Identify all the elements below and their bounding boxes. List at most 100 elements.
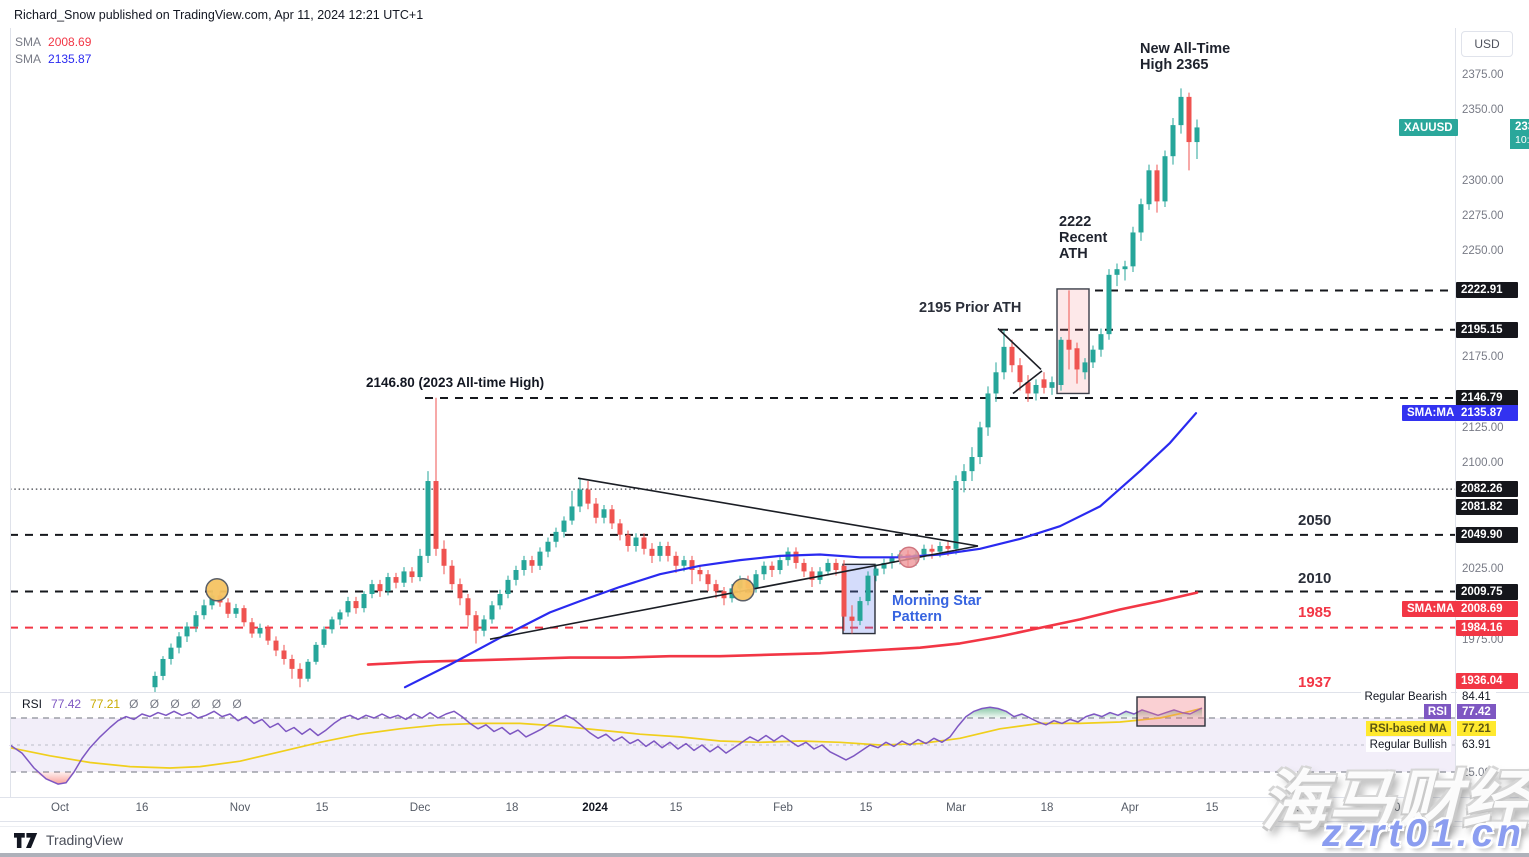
candle-body (505, 579, 511, 595)
candle-body (873, 568, 879, 576)
rsi-indicator-name: RSI (22, 697, 43, 711)
price-badge-black: 2222.91 (1456, 282, 1518, 299)
candle-body (168, 647, 174, 659)
candle-body (753, 574, 759, 589)
price-scale[interactable]: USD 2375.00 2350.00 2300.00 2275.00 2250.00 2… (1455, 28, 1529, 820)
candle-body (649, 548, 655, 556)
price-badge-blue: 2135.87 (1456, 405, 1518, 422)
trendline-drawing[interactable] (997, 327, 1042, 371)
candle-body (561, 520, 567, 532)
candle-body (969, 457, 975, 472)
candle-body (1074, 348, 1080, 370)
time-axis-tick: 15 (669, 802, 683, 814)
candle-body (1130, 232, 1136, 267)
last-price-chip: 2338.3710:38:43 (1510, 119, 1529, 149)
level-price-label[interactable]: 2010 (1298, 570, 1332, 587)
candle-body (705, 574, 711, 585)
candle-body (841, 565, 847, 617)
candle-body (553, 531, 559, 542)
candle-body (1170, 125, 1176, 157)
currency-button[interactable]: USD (1461, 31, 1513, 57)
rsi-highlight-box-drawing[interactable] (1136, 696, 1206, 727)
sma-slow-legend-row[interactable]: SMA 2135.87 (15, 51, 91, 68)
last-price-value: 2338.37 (1515, 121, 1529, 133)
price-badge-red: 2008.69 (1456, 601, 1518, 617)
candle-body (361, 594, 367, 609)
sma-fast-line[interactable] (366, 591, 1199, 666)
candle-body (1033, 384, 1039, 394)
rsi-row-value: 77.21 (1457, 721, 1496, 736)
candle-body (1082, 362, 1088, 373)
candle-body (401, 571, 407, 583)
candle-body (305, 661, 311, 679)
rsi-line[interactable] (9, 706, 1203, 785)
candle-body (937, 545, 943, 552)
price-pane[interactable] (10, 88, 1455, 694)
candle-body (433, 481, 439, 549)
candle-body (369, 584, 375, 595)
sma-fast-legend-row[interactable]: SMA 2008.69 (15, 34, 91, 51)
candle-body (385, 577, 391, 592)
price-axis-label: 2275.00 (1462, 209, 1504, 222)
chart-annotation-text[interactable]: 2222 Recent ATH (1059, 214, 1108, 263)
chart-annotation-text[interactable]: 2195 Prior ATH (919, 300, 1022, 316)
candle-body (481, 619, 487, 631)
circle-marker-drawing[interactable] (898, 546, 920, 569)
price-badge-black: 2146.79 (1456, 389, 1518, 406)
candle-body (457, 584, 463, 599)
level-price-label[interactable]: 1985 (1298, 604, 1332, 621)
time-axis-tick: 15 (315, 802, 329, 814)
tradingview-brand[interactable]: TradingView (46, 832, 124, 848)
candle-body (673, 555, 679, 566)
candle-body (289, 658, 295, 669)
candle-body (529, 560, 535, 566)
candle-body (993, 372, 999, 394)
candle-body (929, 548, 935, 552)
candle-body (241, 608, 247, 623)
price-axis-label: 2300.00 (1462, 174, 1504, 187)
level-price-label[interactable]: 2050 (1298, 512, 1332, 529)
candle-body (1098, 334, 1104, 350)
rsi-oversold-fill (10, 772, 90, 785)
candle-body (233, 608, 239, 614)
candle-body (273, 640, 279, 651)
price-axis-label: 2375.00 (1462, 68, 1504, 81)
chart-annotation-text[interactable]: 2146.80 (2023 All-time High) (366, 375, 545, 390)
level-price-label[interactable]: 1937 (1298, 674, 1332, 691)
candle-body (489, 605, 495, 620)
candle-body (921, 548, 927, 555)
rsi-overbought-fill (950, 707, 1030, 718)
candle-body (345, 601, 351, 613)
rsi-pane[interactable] (9, 696, 1455, 785)
rsi-hidden-values: Ø Ø Ø Ø Ø Ø (129, 697, 246, 711)
rsi-value: 77.42 (51, 697, 82, 711)
time-axis-tick: May (1286, 802, 1308, 814)
rsi-ma-line[interactable] (9, 707, 1203, 769)
circle-marker-drawing[interactable] (731, 578, 755, 602)
time-axis-tick: 18 (1040, 802, 1054, 814)
trendline-drawing[interactable] (577, 477, 979, 547)
sma-slow-line[interactable] (403, 412, 1198, 689)
rsi-legend[interactable]: RSI 77.42 77.21 Ø Ø Ø Ø Ø Ø (22, 697, 246, 711)
time-scale[interactable]: Oct 16 Nov 15 Dec 18 2024 15 Feb 15 Mar 18 Apr 15 May 2… (0, 797, 1529, 822)
price-badge-black: 2195.15 (1456, 321, 1518, 338)
candle-body (793, 551, 799, 563)
trendline-drawing[interactable] (1012, 370, 1043, 395)
pane-separator[interactable] (0, 692, 1529, 693)
candle-body (601, 509, 607, 518)
candle-body (152, 675, 158, 688)
circle-marker-drawing[interactable] (205, 578, 229, 602)
price-badge-red: 1984.16 (1456, 619, 1518, 636)
tradingview-logo-icon[interactable] (14, 832, 38, 848)
chart-annotation-text[interactable]: Morning Star Pattern (892, 593, 982, 626)
price-axis-label: 1975.00 (1462, 633, 1504, 646)
candle-body (249, 622, 255, 634)
time-axis-tick: 20 (1387, 802, 1401, 814)
chart-annotation-text[interactable]: New All-Time High 2365 (1140, 41, 1231, 74)
candle-body (1186, 96, 1192, 143)
candle-body (201, 605, 207, 616)
candle-body (1146, 170, 1152, 205)
candle-body (945, 545, 951, 549)
